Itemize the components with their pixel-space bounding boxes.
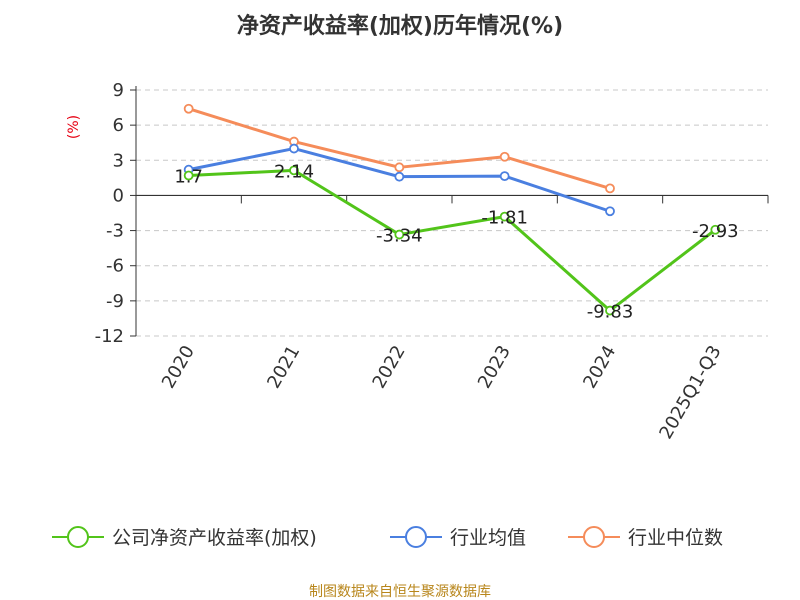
legend-item: 行业均值 (390, 526, 526, 549)
y-tick-label: -12 (95, 326, 124, 347)
y-tick-label: 3 (113, 150, 124, 171)
data-label: -1.81 (481, 208, 528, 229)
legend-item: 行业中位数 (568, 526, 723, 549)
data-point (394, 229, 405, 240)
data-point (605, 206, 615, 217)
y-axis-label: (%) (66, 115, 82, 139)
data-point (394, 171, 405, 182)
data-label: -3.34 (376, 226, 423, 247)
x-tick-label: 2020 (158, 342, 199, 392)
data-label: -2.93 (692, 221, 739, 242)
legend-label: 行业均值 (450, 527, 526, 549)
data-label: -9.83 (587, 302, 634, 323)
grid-lines (136, 89, 768, 337)
data-point (499, 171, 510, 182)
series-lines (183, 103, 721, 316)
legend-swatch-marker (67, 526, 89, 548)
x-tick-label: 2025Q1-Q3 (655, 342, 725, 443)
data-point (710, 224, 721, 235)
data-point (394, 162, 405, 173)
data-point (605, 305, 615, 316)
series-line (188, 168, 717, 313)
data-point (499, 211, 510, 222)
data-label: 2.14 (274, 161, 314, 182)
legend: 公司净资产收益率(加权) 行业均值 行业中位数 (52, 526, 723, 549)
data-point (605, 183, 615, 194)
y-tick-label: -3 (106, 221, 124, 242)
legend-label: 公司净资产收益率(加权) (112, 527, 317, 549)
x-tick-label: 2021 (263, 342, 304, 392)
data-label: 1.7 (174, 167, 203, 188)
chart-title: 净资产收益率(加权)历年情况(%) (237, 13, 563, 39)
y-tick-label: -9 (106, 291, 124, 312)
legend-label: 行业中位数 (628, 527, 723, 549)
data-labels: 1.7 2.14 -3.34 -1.81 -9.83 -2.93 (174, 161, 738, 322)
axes: 9 6 3 0 -3 -6 -9 -12 2020 2021 2022 2023 2024 2025Q1-… (95, 80, 769, 443)
data-point (289, 143, 299, 154)
legend-swatch-marker (583, 526, 605, 548)
data-point (499, 151, 510, 162)
source-note: 制图数据来自恒生聚源数据库 (309, 584, 491, 600)
legend-item: 公司净资产收益率(加权) (52, 526, 317, 549)
x-tick-label: 2023 (474, 342, 515, 392)
data-point (183, 170, 194, 181)
y-tick-label: 6 (113, 115, 124, 136)
legend-swatch-marker (405, 526, 427, 548)
x-tick-label: 2024 (579, 342, 620, 392)
y-tick-label: 0 (113, 185, 124, 206)
data-point (183, 103, 194, 114)
y-tick-label: 9 (113, 80, 124, 101)
data-point (289, 165, 299, 176)
x-tick-label: 2022 (369, 342, 410, 392)
y-tick-label: -6 (106, 256, 124, 277)
